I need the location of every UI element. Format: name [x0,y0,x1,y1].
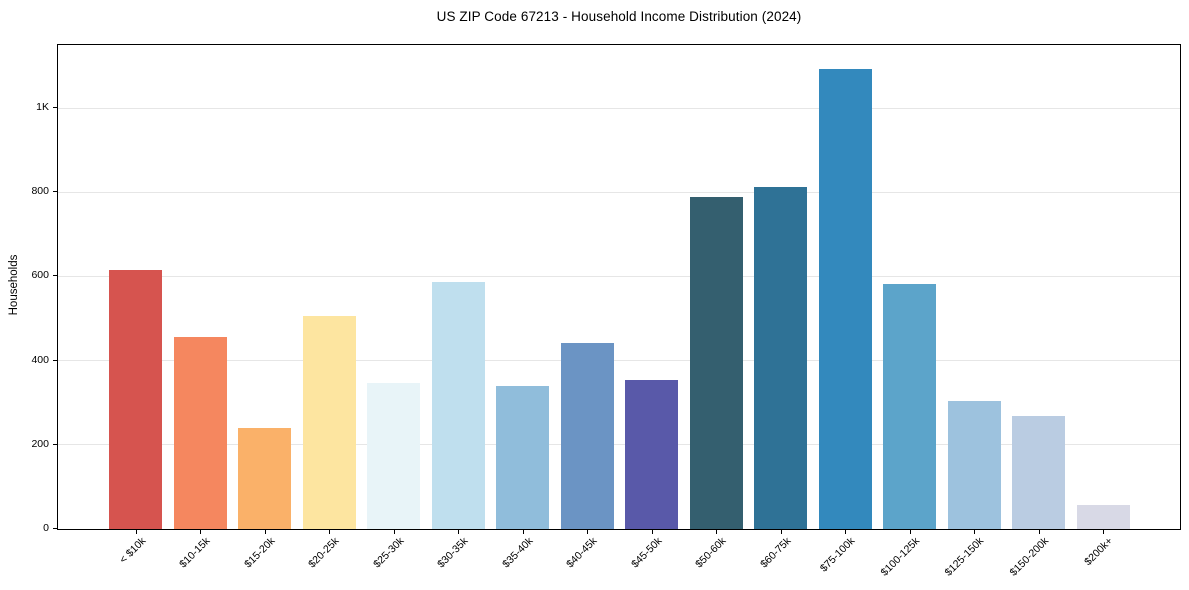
bar-125-150k [947,401,1001,529]
x-tick-label: $125-150k [942,535,987,579]
bar-35-40k [496,386,549,529]
x-tick-mark [780,529,782,534]
y-tick-mark [53,443,58,445]
x-tick-label: $200k+ [1082,535,1116,569]
bar-100-125k [883,284,936,529]
x-tick-label: $100-125k [878,535,922,579]
x-tick-mark [651,529,653,534]
x-tick-mark [329,529,330,534]
y-tick-mark [53,359,58,361]
x-tick-label: $30-35k [435,535,471,571]
x-tick-label: $25-30k [370,535,406,571]
bar-60-75k [754,186,807,529]
gridline-200 [58,444,1180,446]
gridline-400 [58,360,1180,362]
bar-10-15k [173,336,227,529]
bar-150-200k [1012,416,1065,529]
x-tick-label: $15-20k [241,535,277,571]
y-tick-label: 600 [31,269,49,282]
x-tick-mark [200,529,201,534]
bar-15-20k [238,428,291,529]
x-tick-mark [587,529,588,534]
bar-200k [1076,504,1130,529]
x-tick-mark [458,529,459,534]
bar-10k [109,269,162,529]
bar-20-25k [302,315,356,529]
y-tick-label: 0 [43,522,49,534]
x-tick-mark [845,529,846,534]
gridline-600 [58,275,1180,277]
x-tick-label: $45-50k [628,535,664,571]
y-tick-label: 400 [31,353,49,366]
x-tick-mark [393,529,395,534]
y-axis-label: Households [8,254,20,316]
bar-25-30k [367,382,420,529]
x-tick-mark [1103,529,1104,534]
x-tick-label: < $10k [116,535,148,566]
x-tick-label: $60-75k [757,535,793,571]
gridline-800 [58,191,1180,193]
x-tick-label: $35-40k [499,535,535,571]
x-tick-mark [974,529,975,534]
y-tick-label: 1K [36,101,49,114]
chart-title: US ZIP Code 67213 - Household Income Dis… [436,9,802,24]
y-tick-mark [53,275,58,277]
bar-50-60k [689,196,743,529]
x-tick-mark [716,529,717,534]
y-tick-label: 200 [31,437,49,450]
x-tick-label: $75-100k [818,535,858,575]
plot-area [57,44,1181,530]
x-tick-label: $50-60k [693,535,729,571]
bar-75-100k [818,69,872,529]
x-tick-mark [264,529,266,534]
x-tick-mark [1038,529,1040,534]
gridline-1K [58,107,1180,109]
x-tick-mark [909,529,911,534]
y-tick-mark [53,191,58,193]
bar-30-35k [431,282,485,529]
x-tick-label: $150-200k [1007,535,1051,579]
x-tick-label: $40-45k [564,535,600,571]
y-tick-label: 800 [31,185,49,198]
y-tick-mark [53,107,58,109]
bar-45-50k [625,379,678,529]
y-tick-mark [53,528,58,529]
x-tick-label: $20-25k [306,535,342,571]
x-tick-mark [135,529,137,534]
x-tick-mark [522,529,524,534]
x-tick-label: $10-15k [177,535,213,571]
bar-40-45k [560,342,614,529]
